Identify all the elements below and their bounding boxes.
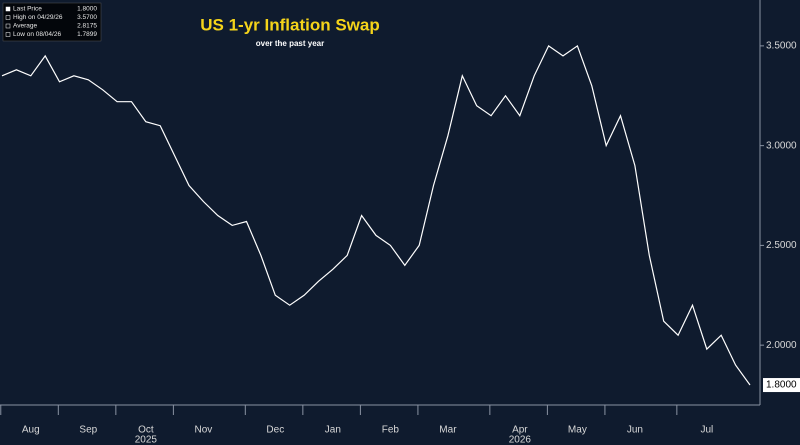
legend-value: 1.7899 [77,31,97,38]
y-tick-label: 2.5000 [766,240,797,251]
x-tick-label: Nov [194,425,212,436]
x-tick-label: Oct [138,425,154,436]
legend-label: High on 04/29/26 [13,14,63,21]
chart-title: US 1-yr Inflation Swap [200,15,379,34]
legend-label: Low on 08/04/26 [13,31,61,38]
price-line [1,44,751,386]
legend-label: Last Price [13,6,42,13]
y-tick-label: 2.0000 [766,340,797,351]
legend-value: 3.5700 [77,14,97,21]
legend-swatch [5,15,11,20]
x-tick-label: Apr [512,425,528,436]
x-tick-label: Jan [325,425,341,436]
x-tick-label: Aug [22,425,40,436]
x-tick-label: Dec [266,425,284,436]
x-tick-label: May [568,425,587,436]
legend: Last Price 1.8000 High on 04/29/26 3.5700 Av… [5,6,97,38]
y-tick-label: 3.0000 [766,140,797,151]
last-price-box [763,378,800,393]
legend-value: 1.8000 [77,6,97,13]
chart-subtitle: over the past year [256,39,324,48]
legend-swatch [5,6,11,12]
x-tick-label: Jul [700,425,713,436]
x-tick-label: Sep [79,425,97,436]
legend-label: Average [13,23,37,30]
legend-box [2,2,102,42]
legend-swatch [5,23,11,29]
y-tick-label: 3.5000 [766,41,797,52]
legend-value: 2.8175 [77,23,97,30]
x-tick-label: Mar [439,425,457,436]
x-tick-label: Feb [382,425,400,436]
x-year-label: 2025 [135,435,158,445]
x-tick-label: Jun [627,425,643,436]
last-price-label: 1.8000 [766,380,797,391]
x-year-label: 2026 [509,435,532,445]
legend-swatch [5,32,11,37]
